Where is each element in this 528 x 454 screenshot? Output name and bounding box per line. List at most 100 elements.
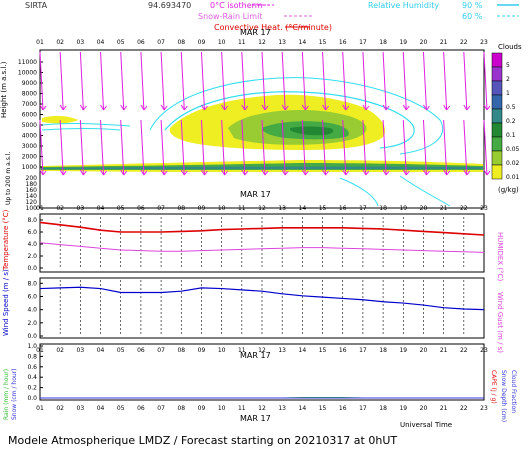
wind-barb-shaft <box>342 119 347 176</box>
cloud-legend-level: 0.5 <box>506 104 516 111</box>
hour-tick-06: 06 <box>137 347 145 354</box>
hour-tick-03: 03 <box>77 205 85 212</box>
wind-barb-shaft <box>261 51 266 111</box>
hour-tick-01: 01 <box>36 405 44 412</box>
cloud-layer-low-3 <box>41 166 483 169</box>
wind-barb-shaft <box>422 119 427 176</box>
hour-tick-18: 18 <box>379 405 387 412</box>
cloud-legend-level: 5 <box>506 62 510 69</box>
legend-rh-label: Relative Humidity <box>368 1 439 10</box>
hour-tick-09: 09 <box>198 39 206 46</box>
wind-barb-head <box>362 169 370 176</box>
hour-tick-23: 23 <box>480 405 488 412</box>
wind-barb-shaft <box>483 51 488 111</box>
hour-tick-03: 03 <box>77 405 85 412</box>
cloud-ytick-label: 1000 <box>22 164 37 171</box>
cloud-ytick-label: 11000 <box>18 59 37 66</box>
hour-tick-13: 13 <box>278 39 286 46</box>
wind-barb-head <box>39 169 47 176</box>
hour-tick-03: 03 <box>77 39 85 46</box>
wind-barb-shaft <box>200 51 205 111</box>
wind-barb-head <box>322 104 329 111</box>
wind-barb-head <box>301 169 309 176</box>
ytick-label: 4.0 <box>27 241 37 248</box>
snow-depth-y-label: Snow Depth (cm) <box>500 370 507 422</box>
hour-tick-20: 20 <box>420 347 428 354</box>
cloud-ytick-label: 9000 <box>22 80 37 87</box>
legend-convective-label: Convective Heat. (°C/minute) <box>214 23 332 32</box>
cloud-legend-title: Clouds <box>498 43 522 51</box>
wind-barb-shaft <box>301 119 306 176</box>
ytick-label: 0.8 <box>27 353 37 360</box>
cloud-y-label-low: Up to 200 m a.s.l. <box>5 152 12 205</box>
wind-barb-shaft <box>200 119 205 176</box>
hour-tick-10: 10 <box>218 39 226 46</box>
legend-isotherm-label: 0°C isotherm <box>210 1 263 10</box>
wind-barb-shaft <box>382 119 387 176</box>
ytick-label: 8.0 <box>27 217 37 224</box>
wind-barb-head <box>443 169 451 176</box>
cloud-ytick-low-label: 180 <box>26 181 38 188</box>
wind-barb-shaft <box>342 51 347 111</box>
wind-barb-shaft <box>39 119 44 176</box>
hour-tick-17: 17 <box>359 39 367 46</box>
hour-tick-07: 07 <box>157 405 165 412</box>
cloud-ytick-label: 2000 <box>22 154 37 161</box>
wind-barb-head <box>342 104 350 111</box>
hour-tick-15: 15 <box>319 405 327 412</box>
date-label-bottom: MAR 17 <box>240 414 271 423</box>
hour-ticks-bottom: 01 02 03 04 05 06 07 08 09 10 11 12 13 14 15 16 17 18 19 20… <box>36 405 488 412</box>
wind-barb-head <box>382 104 390 111</box>
cloud-legend-level: 0.02 <box>506 160 520 167</box>
hour-tick-12: 12 <box>258 39 266 46</box>
hour-tick-18: 18 <box>379 205 387 212</box>
hour-ticks-precip: 01 02 03 04 05 06 07 08 09 10 11 12 13 14 15 16 17 18 19 20… <box>36 347 488 354</box>
wind-barb-head <box>483 104 491 111</box>
hour-tick-10: 10 <box>218 347 226 354</box>
hour-tick-16: 16 <box>339 39 347 46</box>
cloud-ytick-label: 5000 <box>22 122 37 129</box>
wind-barb-head <box>79 104 87 111</box>
humidex-y-label: HUMIDEX (°C) <box>496 232 504 281</box>
hour-tick-01: 01 <box>36 39 44 46</box>
hour-tick-05: 05 <box>117 205 125 212</box>
wind-barb-shaft <box>59 51 64 111</box>
hour-tick-07: 07 <box>157 39 165 46</box>
hour-tick-17: 17 <box>359 347 367 354</box>
hour-tick-20: 20 <box>420 205 428 212</box>
hour-tick-07: 07 <box>157 347 165 354</box>
hour-tick-23: 23 <box>480 205 488 212</box>
hour-tick-02: 02 <box>56 39 64 46</box>
hour-tick-01: 01 <box>36 347 44 354</box>
wind-barb-shaft <box>281 51 286 111</box>
ytick-label: 4.0 <box>27 307 37 314</box>
rh-contour-60 <box>149 77 443 155</box>
hour-tick-02: 02 <box>56 405 64 412</box>
hour-tick-05: 05 <box>117 347 125 354</box>
cloud-ytick-label: 7000 <box>22 101 37 108</box>
hour-tick-19: 19 <box>399 205 407 212</box>
cloud-legend-swatch <box>491 150 503 166</box>
wind-barb-shaft <box>382 51 387 111</box>
hour-tick-22: 22 <box>460 39 468 46</box>
wind-barb-shaft <box>463 119 468 176</box>
wind-barb-shaft <box>402 51 407 111</box>
date-label-mid: MAR 17 <box>240 190 271 199</box>
hour-tick-19: 19 <box>399 405 407 412</box>
hour-tick-19: 19 <box>399 347 407 354</box>
wind-barb-head <box>261 169 269 176</box>
wind-barb-head <box>140 104 148 111</box>
wind-barb-head <box>241 169 249 176</box>
wind-barb-shaft <box>39 51 44 111</box>
wind-barb-head <box>423 169 430 176</box>
wind-barb-shaft <box>180 119 185 176</box>
cloud-legend-swatch <box>491 52 503 68</box>
wind-barb-head <box>180 104 188 111</box>
hour-tick-14: 14 <box>299 205 307 212</box>
hour-tick-17: 17 <box>359 405 367 412</box>
ytick-label: 0.6 <box>27 364 37 371</box>
ytick-label: 0.2 <box>27 385 37 392</box>
ytick-label: 8.0 <box>27 280 37 287</box>
hour-tick-13: 13 <box>278 347 286 354</box>
